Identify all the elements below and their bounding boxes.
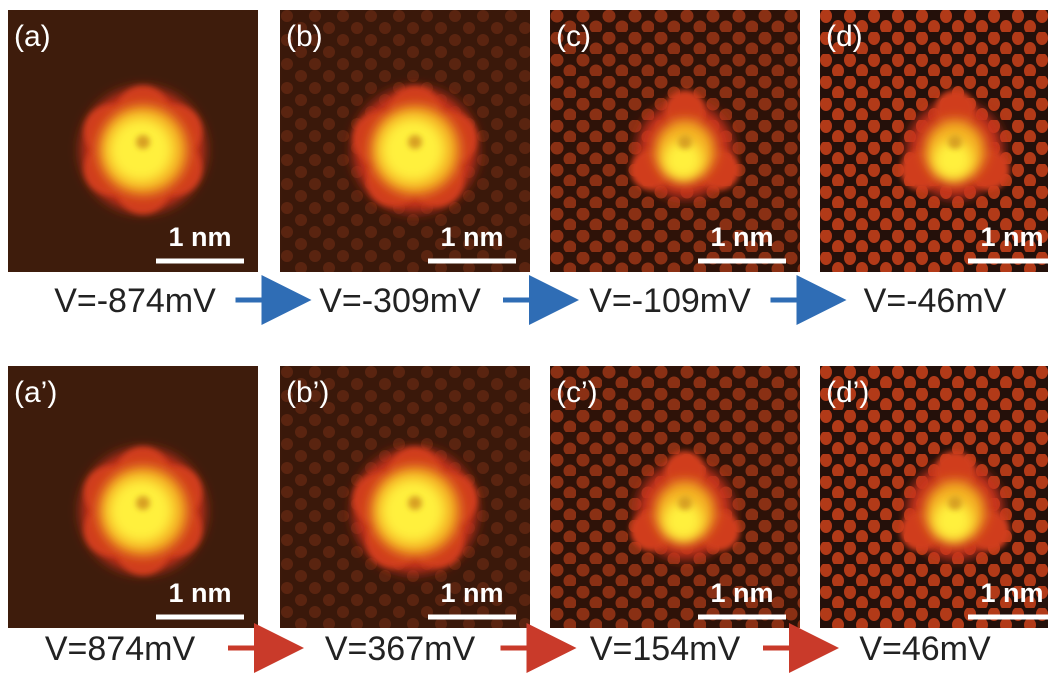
voltage-label: V=367mV [325, 630, 476, 668]
scale-bar-label: 1 nm [710, 578, 773, 608]
stm-panel: (b’) 1 nm [280, 366, 530, 628]
stm-panel: (d) 1 nm [820, 10, 1048, 272]
voltage-label: V=-46mV [864, 282, 1007, 320]
core-bright [381, 118, 445, 182]
panel-content: (d) 1 nm [820, 10, 1048, 272]
panel-content: (b) 1 nm [280, 10, 530, 272]
panel-label: (c’) [556, 376, 598, 409]
voltage-label: V=-309mV [319, 282, 481, 320]
panel-content: (b’) 1 nm [280, 366, 530, 628]
stm-panel: (c) 1 nm [550, 10, 800, 272]
center-dip [678, 135, 692, 149]
voltage-label: V=-874mV [54, 282, 216, 320]
panel-label: (a’) [14, 376, 57, 409]
scale-bar-label: 1 nm [980, 578, 1043, 608]
center-dip [136, 135, 150, 149]
stm-panel: (a’) 1 nm [8, 366, 258, 628]
panel-label: (a) [14, 20, 51, 53]
center-dip [948, 496, 962, 510]
stm-panel: (a) 1 nm [8, 10, 258, 272]
scale-bar-label: 1 nm [710, 222, 773, 252]
stm-panel: (b) 1 nm [280, 10, 530, 272]
center-dip [408, 135, 422, 149]
stm-panel: (d’) 1 nm [820, 366, 1048, 628]
scale-bar-label: 1 nm [168, 578, 231, 608]
panel-label: (c) [556, 20, 591, 53]
scale-bar-label: 1 nm [168, 222, 231, 252]
panel-content: (a) 1 nm [8, 10, 258, 272]
panel-label: (d’) [826, 376, 869, 409]
core-bright [381, 479, 445, 543]
scale-bar-label: 1 nm [440, 222, 503, 252]
voltage-label: V=154mV [590, 630, 741, 668]
center-dip [678, 496, 692, 510]
voltage-label: V=-109mV [589, 282, 751, 320]
panel-label: (b) [286, 20, 323, 53]
panel-label: (d) [826, 20, 863, 53]
voltage-label: V=874mV [45, 630, 196, 668]
center-dip [408, 496, 422, 510]
scale-bar-label: 1 nm [440, 578, 503, 608]
panel-content: (a’) 1 nm [8, 366, 258, 628]
center-dip [136, 496, 150, 510]
stm-panel: (c’) 1 nm [550, 366, 800, 628]
panel-content: (c) 1 nm [550, 10, 800, 272]
core-bright [109, 479, 173, 543]
voltage-label: V=46mV [859, 630, 991, 668]
scale-bar-label: 1 nm [980, 222, 1043, 252]
panel-content: (d’) 1 nm [820, 366, 1048, 628]
panel-label: (b’) [286, 376, 329, 409]
panel-content: (c’) 1 nm [550, 366, 800, 628]
center-dip [948, 135, 962, 149]
figure: (a) 1 nm (b) 1 nm (c) 1 nm (d) 1 nm V=-874mV V=-3… [0, 0, 1048, 674]
core-bright [109, 118, 173, 182]
